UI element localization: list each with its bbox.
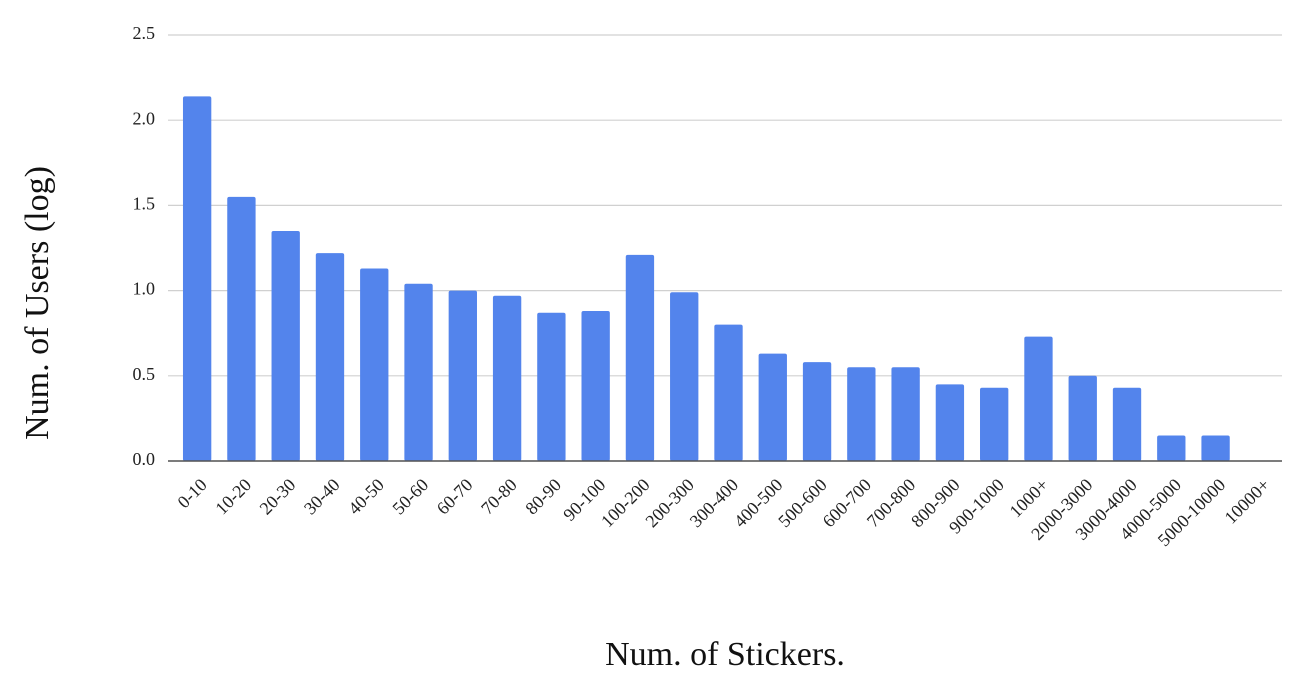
bar	[360, 268, 389, 461]
bar	[1024, 336, 1053, 461]
bar	[935, 384, 965, 461]
y-tick-label: 0.0	[133, 449, 156, 469]
bar	[315, 253, 345, 461]
bar	[980, 387, 1009, 461]
x-tick-label: 50-60	[388, 475, 432, 519]
bar	[581, 311, 610, 461]
x-tick-label: 500-600	[774, 475, 831, 532]
y-tick-label: 1.5	[133, 194, 156, 214]
y-tick-label: 2.0	[133, 108, 156, 128]
x-tick-label: 200-300	[641, 475, 698, 532]
y-tick-label: 0.5	[133, 364, 156, 384]
bar	[847, 367, 876, 461]
x-tick-label: 20-30	[256, 475, 300, 519]
x-tick-label: 30-40	[300, 475, 344, 519]
bar	[670, 292, 699, 461]
x-axis-title: Num. of Stickers.	[605, 636, 845, 673]
x-tick-label: 700-800	[863, 475, 920, 532]
bar	[404, 283, 433, 461]
x-tick-label: 10000+	[1220, 475, 1273, 528]
y-axis-title: Num. of Users (log)	[19, 166, 56, 440]
bar	[1112, 387, 1142, 461]
bar	[182, 96, 212, 462]
bar	[1157, 435, 1186, 461]
bar	[714, 324, 743, 461]
bar	[227, 196, 256, 461]
y-tick-label: 2.5	[133, 23, 156, 43]
x-tick-label: 10-20	[211, 475, 255, 519]
bar	[758, 353, 787, 461]
x-tick-label: 40-50	[344, 475, 388, 519]
bar	[625, 254, 655, 461]
x-tick-label: 80-90	[521, 475, 565, 519]
bar	[492, 295, 522, 461]
x-tick-label: 100-200	[597, 475, 654, 532]
bar	[1201, 435, 1230, 461]
bar	[1068, 375, 1097, 461]
x-tick-label: 300-400	[686, 475, 743, 532]
bar	[448, 290, 477, 461]
bar	[271, 230, 300, 461]
bar	[891, 367, 920, 461]
y-tick-label: 1.0	[133, 279, 156, 299]
x-tick-label: 0-10	[173, 475, 210, 512]
bar	[537, 312, 566, 461]
x-tick-label: 600-700	[819, 475, 876, 532]
bar	[802, 362, 832, 461]
x-tick-label: 60-70	[433, 475, 477, 519]
x-tick-label: 70-80	[477, 475, 521, 519]
x-tick-label: 400-500	[730, 475, 787, 532]
